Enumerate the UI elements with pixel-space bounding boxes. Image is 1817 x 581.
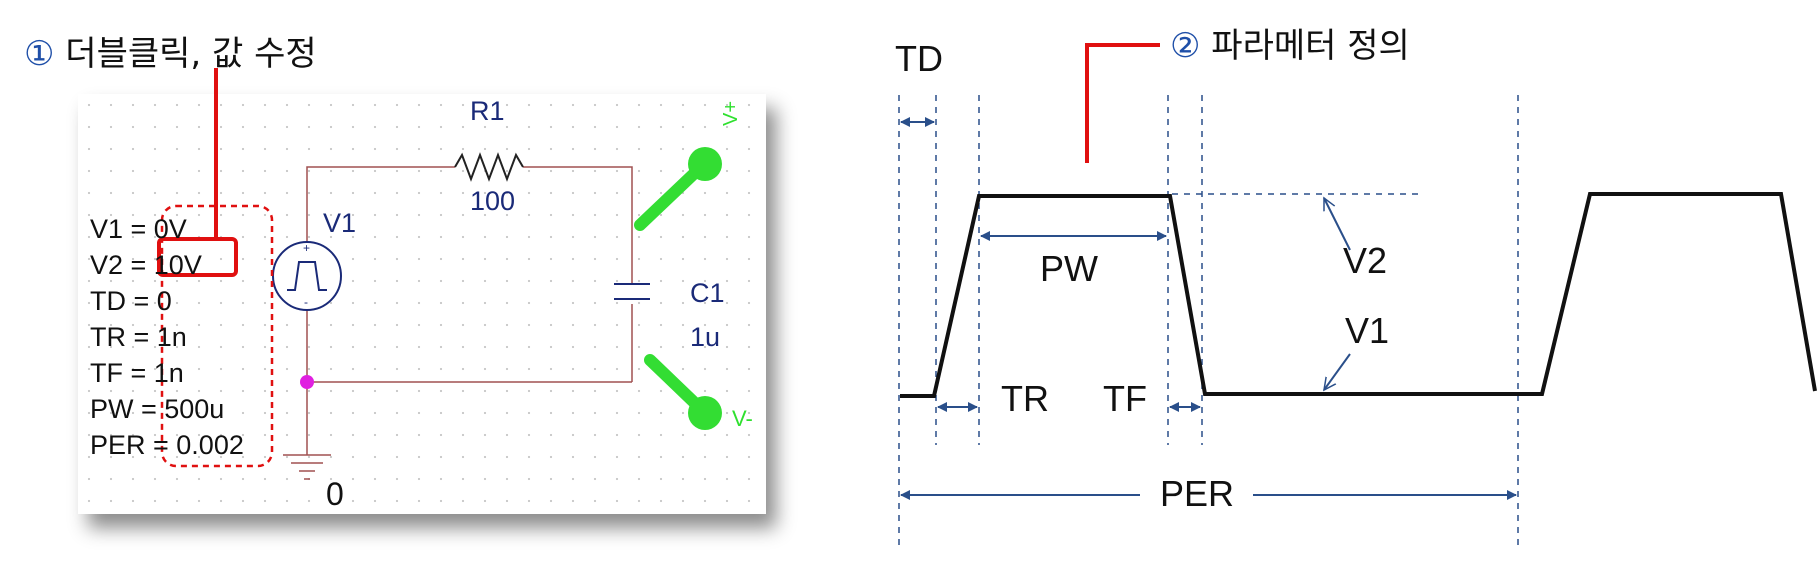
schematic-panel	[78, 94, 766, 514]
v2-pointer	[1323, 198, 1351, 251]
param-per: PER = 0.002	[90, 430, 244, 460]
td-label: TD	[895, 38, 943, 79]
param-tr: TR = 1n	[90, 322, 187, 352]
circuit-wires	[306, 166, 633, 455]
resistor-symbol[interactable]	[454, 152, 524, 182]
parameters-highlight-box	[160, 204, 274, 468]
param-v2[interactable]: V2 = 10V	[90, 250, 202, 280]
tr-label: TR	[1001, 378, 1049, 419]
param-tf: TF = 1n	[90, 358, 184, 388]
per-label: PER	[1160, 473, 1235, 514]
pulse-source-symbol[interactable]: + -	[272, 241, 342, 311]
ground-symbol	[283, 454, 331, 480]
step2-callout: ② 파라메터 정의	[1170, 18, 1410, 67]
capacitor-symbol[interactable]	[614, 283, 650, 300]
v2-highlight-box[interactable]	[157, 237, 238, 277]
tf-label: TF	[1103, 378, 1147, 419]
v2-label: V2	[1343, 240, 1388, 281]
probe-plus[interactable]	[634, 147, 722, 231]
resistor-value: 100	[470, 186, 516, 216]
probe-plus-label: V+	[720, 100, 742, 126]
probe-minus[interactable]	[644, 354, 722, 430]
svg-text:+: +	[303, 241, 310, 255]
v1-pointer	[1324, 353, 1351, 390]
node-dot	[300, 375, 314, 389]
param-v1: V1 = 0V	[90, 214, 187, 244]
pulse-waveform	[900, 192, 1817, 398]
v1-label: V1	[1345, 310, 1390, 351]
step1-text: 더블클릭, 값 수정	[65, 34, 317, 74]
ground-label: 0	[326, 476, 344, 512]
resistor-name: R1	[470, 96, 505, 126]
param-td: TD = 0	[90, 286, 172, 316]
probe-minus-label: V-	[732, 406, 753, 431]
step2-marker: ②	[1170, 26, 1201, 66]
capacitor-name: C1	[690, 278, 725, 308]
svg-text:-: -	[304, 295, 308, 309]
capacitor-value: 1u	[690, 322, 721, 352]
param-pw: PW = 500u	[90, 394, 225, 424]
parameter-list: V1 = 0V V2 = 10V TD = 0 TR = 1n TF = 1n …	[90, 211, 244, 463]
step2-text: 파라메터 정의	[1211, 26, 1410, 66]
step1-marker: ①	[24, 34, 55, 74]
pw-label: PW	[1040, 248, 1098, 289]
callout2-leader	[1085, 43, 1160, 163]
step1-callout: ① 더블클릭, 값 수정	[24, 26, 317, 75]
source-label: V1	[323, 208, 357, 238]
